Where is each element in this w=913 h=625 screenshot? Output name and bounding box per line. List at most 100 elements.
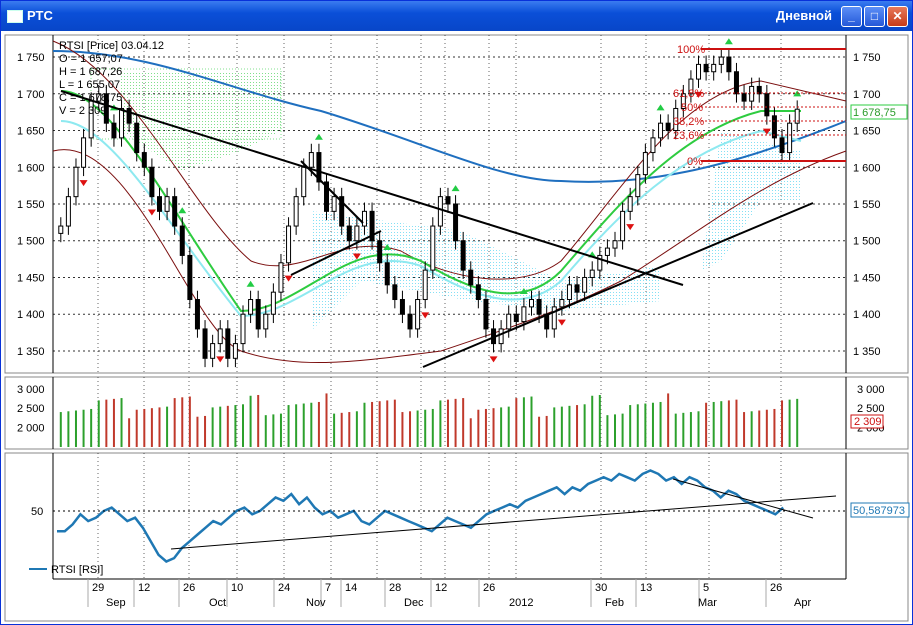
- candle-body: [642, 152, 648, 176]
- candle-body: [248, 299, 254, 315]
- volume-y-tick-left: 2 000: [17, 423, 45, 435]
- price-y-tick-left: 1 750: [17, 52, 45, 64]
- candle-body: [172, 196, 178, 227]
- candle-body: [263, 313, 269, 330]
- candle-body: [65, 196, 71, 227]
- x-day-label: 26: [483, 582, 495, 594]
- legend-close: C = 1 678,75: [59, 92, 122, 104]
- price-y-tick-right: 1 350: [853, 346, 881, 358]
- rsi-panel-frame: [4, 452, 909, 622]
- x-day-label: 10: [231, 582, 243, 594]
- x-day-label: 28: [389, 582, 401, 594]
- candle-body: [445, 196, 451, 205]
- candle-body: [437, 196, 443, 227]
- buy-signal-arrow: [656, 104, 665, 111]
- candle-body: [726, 56, 732, 73]
- candle-body: [377, 240, 383, 264]
- rsi-line: [57, 469, 785, 563]
- fib-label: 61,8%: [673, 88, 704, 100]
- chart-canvas: 100% 61,8% 50% 38,2% 23,6% 0% RTSI [Pric…: [4, 34, 910, 622]
- short-trendline: [290, 230, 382, 276]
- candle-body: [103, 93, 109, 124]
- price-y-tick-left: 1 400: [17, 309, 45, 321]
- candle-body: [696, 63, 702, 80]
- price-y-tick-left: 1 650: [17, 126, 45, 138]
- ma-long-line: [52, 50, 847, 183]
- minimize-button[interactable]: _: [841, 6, 862, 27]
- candle-body: [225, 328, 231, 359]
- candle-body: [316, 152, 322, 183]
- candle-body: [286, 225, 292, 264]
- fib-label: 50%: [681, 102, 703, 114]
- candle-body: [361, 210, 367, 227]
- candle-body: [240, 313, 246, 345]
- x-month-label: Nov: [306, 597, 326, 609]
- price-y-tick-right: 1 500: [853, 236, 881, 248]
- candle-body: [202, 328, 208, 359]
- rsi-last-box: [850, 502, 910, 518]
- title-bar[interactable]: РТС Дневной _ □ ✕: [1, 1, 912, 31]
- chart-app-icon: [7, 10, 23, 23]
- x-axis-month-labels: Sep Oct Nov Dec 2012 Feb Mar Apr: [106, 597, 811, 609]
- candle-body: [771, 115, 777, 139]
- sell-signal-arrow: [762, 128, 771, 135]
- short-down-trendline: [300, 160, 364, 224]
- candle-body: [339, 196, 345, 227]
- candle-body: [392, 284, 398, 301]
- candle-body: [764, 93, 770, 117]
- candle-body: [270, 291, 276, 315]
- price-y-tick-left: 1 350: [17, 346, 45, 358]
- close-button[interactable]: ✕: [887, 6, 908, 27]
- window-title: РТС: [27, 8, 53, 23]
- rsi-y-tick: 50: [31, 506, 43, 518]
- x-month-label: Feb: [605, 597, 624, 609]
- candle-body: [324, 181, 330, 212]
- buy-signal-arrow: [519, 288, 528, 295]
- legend-symbol: RTSI [Price] 03.04.12: [59, 40, 164, 52]
- x-month-label: Sep: [106, 597, 126, 609]
- candle-body: [658, 122, 664, 139]
- fib-label: 0%: [687, 156, 703, 168]
- price-y-tick-left: 1 700: [17, 89, 45, 101]
- candle-body: [73, 166, 79, 198]
- candle-body: [453, 203, 459, 242]
- candle-body: [582, 276, 588, 293]
- candle-body: [627, 196, 633, 212]
- x-day-label: 24: [278, 582, 290, 594]
- candle-body: [134, 122, 140, 154]
- x-day-label: 13: [640, 582, 652, 594]
- candle-body: [566, 284, 572, 301]
- sell-signal-arrow: [216, 356, 225, 363]
- sell-signal-arrow: [489, 356, 498, 363]
- legend-open: O = 1 657,07: [59, 53, 123, 65]
- x-axis-day-labels: 29 12 26 10 24 7 14 28 12 26 30 13 5 26: [87, 579, 782, 607]
- candle-body: [635, 174, 641, 198]
- price-y-tick-right: 1 550: [853, 199, 881, 211]
- candle-body: [156, 196, 162, 212]
- candle-body: [111, 122, 117, 139]
- candle-body: [536, 299, 542, 315]
- candle-body: [528, 299, 534, 308]
- candle-body: [475, 284, 481, 301]
- ma-mid-line: [60, 120, 802, 318]
- candle-body: [779, 137, 785, 154]
- candle-body: [293, 196, 299, 227]
- candle-body: [688, 78, 694, 95]
- candle-body: [369, 210, 375, 242]
- price-y-tick-left: 1 500: [17, 236, 45, 248]
- bollinger-upper: [52, 40, 847, 280]
- period-label: Дневной: [775, 8, 832, 23]
- candle-body: [597, 254, 603, 271]
- candle-body: [787, 122, 793, 154]
- buy-signal-arrow: [451, 185, 460, 192]
- x-month-label: 2012: [509, 597, 533, 609]
- candle-body: [460, 240, 466, 271]
- candle-body: [126, 107, 132, 124]
- candle-body: [149, 166, 155, 198]
- buy-signal-arrow: [178, 207, 187, 214]
- candle-body: [733, 71, 739, 95]
- candle-body: [415, 299, 421, 330]
- maximize-button[interactable]: □: [864, 6, 885, 27]
